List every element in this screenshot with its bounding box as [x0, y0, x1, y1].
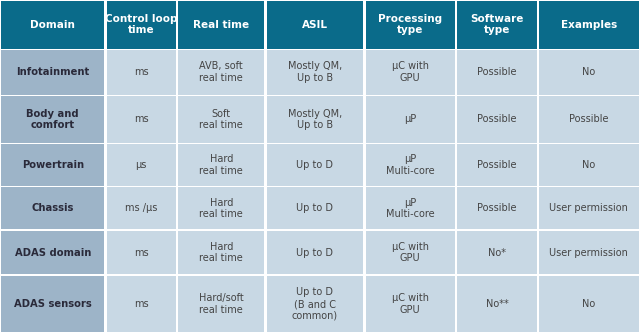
Bar — [107, 187, 176, 229]
Text: ms: ms — [134, 114, 148, 125]
Text: Up to D: Up to D — [296, 203, 333, 213]
Bar — [179, 231, 264, 274]
Bar — [365, 276, 455, 332]
Text: Chassis: Chassis — [31, 203, 74, 213]
Text: μP
Multi-core: μP Multi-core — [386, 198, 435, 219]
Bar — [179, 1, 264, 49]
Text: AVB, soft
real time: AVB, soft real time — [200, 62, 243, 83]
Text: No: No — [582, 67, 596, 77]
Text: Domain: Domain — [30, 20, 76, 30]
Bar — [267, 276, 363, 332]
Bar — [179, 187, 264, 229]
Text: μC with
GPU: μC with GPU — [392, 62, 429, 83]
Bar — [107, 276, 176, 332]
Text: Possible: Possible — [477, 67, 516, 77]
Bar — [267, 187, 363, 229]
Text: Software
type: Software type — [470, 14, 524, 35]
Text: Processing
type: Processing type — [378, 14, 442, 35]
Text: ms: ms — [134, 299, 148, 309]
Bar — [458, 187, 536, 229]
Text: Mostly QM,
Up to B: Mostly QM, Up to B — [288, 62, 342, 83]
Bar — [1, 187, 104, 229]
Bar — [458, 1, 536, 49]
Text: ADAS sensors: ADAS sensors — [14, 299, 92, 309]
Bar — [458, 144, 536, 186]
Text: Possible: Possible — [477, 203, 516, 213]
Bar — [365, 50, 455, 95]
Bar — [539, 144, 639, 186]
Text: ADAS domain: ADAS domain — [15, 247, 91, 258]
Text: Hard
real time: Hard real time — [200, 155, 243, 176]
Text: Possible: Possible — [569, 114, 609, 125]
Text: No*: No* — [488, 247, 506, 258]
Bar — [365, 1, 455, 49]
Text: Mostly QM,
Up to B: Mostly QM, Up to B — [288, 109, 342, 130]
Text: No: No — [582, 160, 596, 170]
Text: Powertrain: Powertrain — [22, 160, 84, 170]
Text: μP
Multi-core: μP Multi-core — [386, 155, 435, 176]
Text: μs: μs — [136, 160, 147, 170]
Text: Up to D: Up to D — [296, 160, 333, 170]
Text: User permission: User permission — [550, 247, 628, 258]
Bar — [458, 50, 536, 95]
Bar — [539, 1, 639, 49]
Bar — [179, 144, 264, 186]
Bar — [107, 96, 176, 143]
Bar — [539, 50, 639, 95]
Text: ms: ms — [134, 247, 148, 258]
Text: Hard
real time: Hard real time — [200, 198, 243, 219]
Bar — [1, 231, 104, 274]
Bar — [179, 276, 264, 332]
Bar — [179, 96, 264, 143]
Bar — [539, 187, 639, 229]
Bar — [267, 96, 363, 143]
Bar — [267, 144, 363, 186]
Bar — [1, 96, 104, 143]
Text: Possible: Possible — [477, 160, 516, 170]
Bar — [365, 187, 455, 229]
Text: User permission: User permission — [550, 203, 628, 213]
Bar — [1, 276, 104, 332]
Bar — [267, 50, 363, 95]
Bar — [1, 1, 104, 49]
Bar — [539, 231, 639, 274]
Text: No: No — [582, 299, 596, 309]
Text: Control loop
time: Control loop time — [105, 14, 177, 35]
Text: Real time: Real time — [193, 20, 250, 30]
Bar — [1, 144, 104, 186]
Text: μC with
GPU: μC with GPU — [392, 242, 429, 263]
Text: Hard
real time: Hard real time — [200, 242, 243, 263]
Text: No**: No** — [486, 299, 508, 309]
Text: μC with
GPU: μC with GPU — [392, 293, 429, 315]
Text: Soft
real time: Soft real time — [200, 109, 243, 130]
Bar — [267, 1, 363, 49]
Text: ms: ms — [134, 67, 148, 77]
Bar — [539, 96, 639, 143]
Text: μP: μP — [404, 114, 417, 125]
Bar — [365, 231, 455, 274]
Bar — [1, 50, 104, 95]
Text: Body and
comfort: Body and comfort — [26, 109, 79, 130]
Bar — [458, 96, 536, 143]
Text: Up to D: Up to D — [296, 247, 333, 258]
Bar — [539, 276, 639, 332]
Bar — [107, 1, 176, 49]
Text: ms /μs: ms /μs — [125, 203, 157, 213]
Text: Hard/soft
real time: Hard/soft real time — [199, 293, 244, 315]
Bar — [365, 144, 455, 186]
Text: ASIL: ASIL — [302, 20, 328, 30]
Bar — [365, 96, 455, 143]
Bar — [107, 231, 176, 274]
Bar — [107, 144, 176, 186]
Text: Up to D
(B and C
common): Up to D (B and C common) — [292, 287, 338, 321]
Bar — [179, 50, 264, 95]
Bar — [267, 231, 363, 274]
Bar — [107, 50, 176, 95]
Bar — [458, 231, 536, 274]
Text: Possible: Possible — [477, 114, 516, 125]
Text: Examples: Examples — [561, 20, 617, 30]
Bar — [458, 276, 536, 332]
Text: Infotainment: Infotainment — [16, 67, 90, 77]
